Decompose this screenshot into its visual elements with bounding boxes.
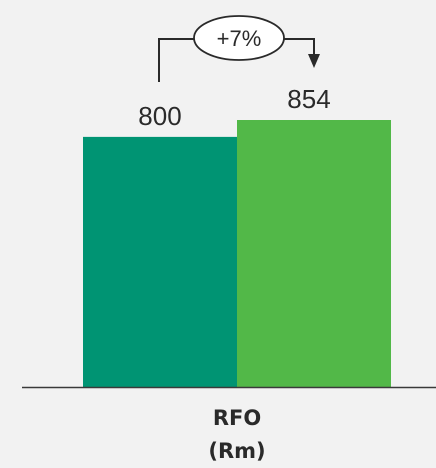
data-labels-group: 800 854 [138, 84, 330, 131]
arrow-down-icon [308, 54, 320, 68]
change-percent-label: +7% [217, 26, 262, 51]
change-annotation: +7% [158, 15, 320, 82]
bar-800 [83, 136, 237, 387]
bars-group [83, 120, 391, 387]
bar-854 [237, 120, 391, 387]
data-label-854: 854 [287, 84, 330, 114]
category-label-line-1: RFO [213, 406, 261, 430]
change-bubble [193, 15, 285, 61]
data-label-800: 800 [138, 101, 181, 131]
category-label-line-2: (Rm) [208, 439, 265, 463]
